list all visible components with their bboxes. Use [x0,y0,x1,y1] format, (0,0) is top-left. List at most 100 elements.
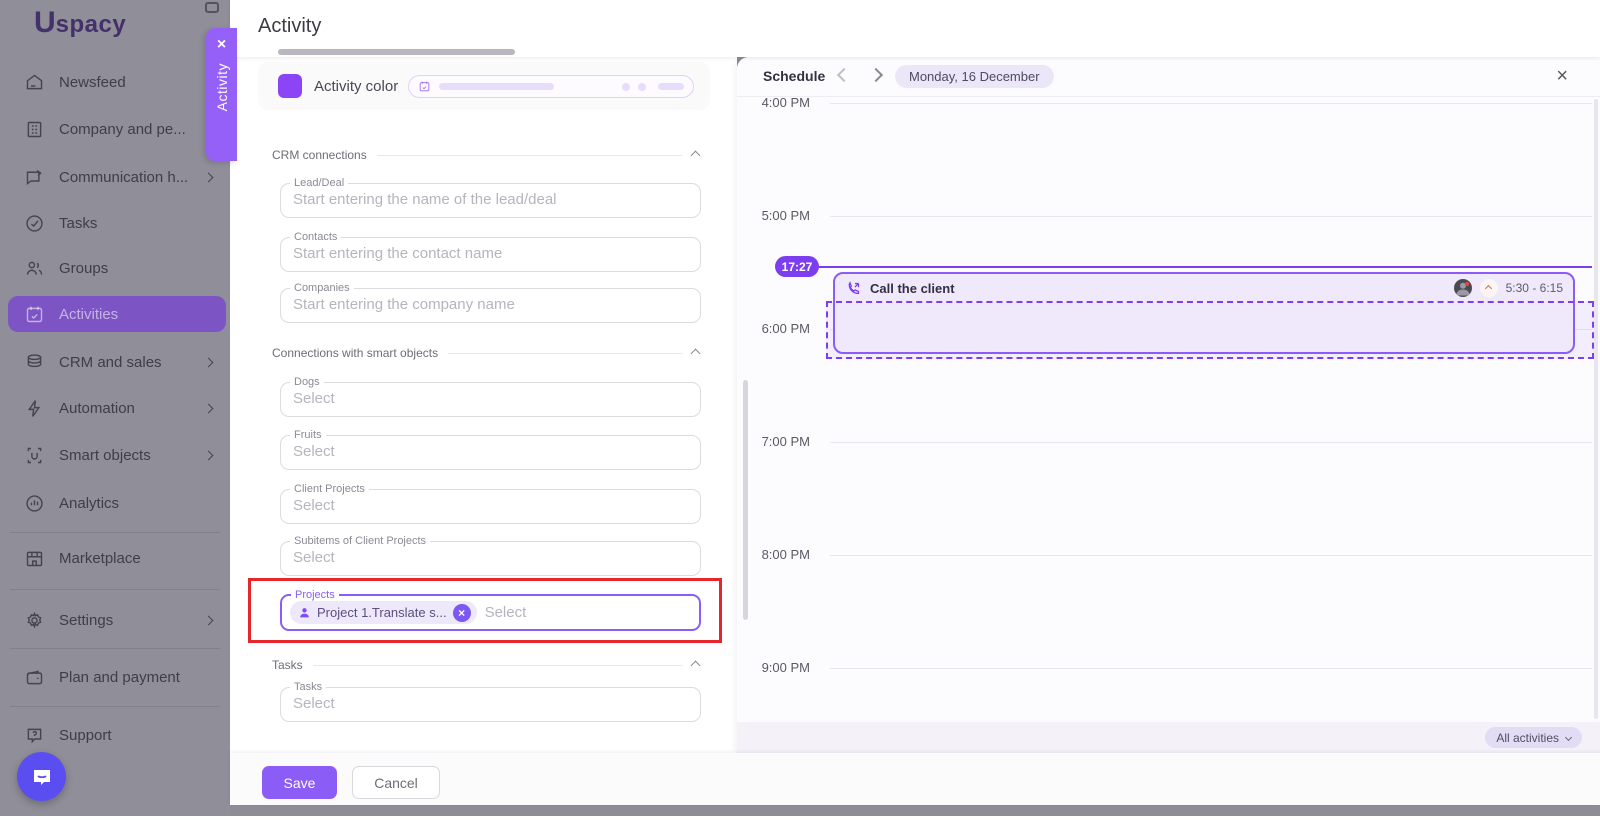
tasks-section: Tasks [272,657,701,673]
activity-form: Activity color CRM connections Lead/Deal… [230,57,737,753]
calendar-icon [26,306,43,322]
chevron-right-icon [203,357,214,367]
gear-icon [27,611,42,629]
bolt-icon [27,399,41,417]
fruits-field[interactable]: Fruits Select [280,429,701,470]
activity-side-tab[interactable]: × Activity [206,28,237,161]
skeleton-bar [439,83,554,90]
sidebar-item-tasks[interactable]: Tasks [8,205,226,241]
date-badge[interactable]: Monday, 16 December [895,65,1054,88]
analytics-icon [26,494,43,512]
sidebar-item-label: Settings [59,611,114,629]
remove-chip-icon[interactable]: × [452,603,471,622]
activity-color-label: Activity color [314,78,399,95]
field-placeholder: Start entering the name of the lead/deal [293,191,557,208]
skeleton-bar [658,83,684,90]
sidebar-item-newsfeed[interactable]: Newsfeed [8,64,226,100]
event-call-the-client[interactable]: Call the client 5:30 - 6:15 [833,272,1575,354]
hour-gridline [830,103,1592,104]
collapse-icon[interactable] [690,348,701,358]
companies-field[interactable]: Companies Start entering the company nam… [280,282,701,323]
support-icon [27,728,42,744]
prev-day-button[interactable] [836,67,852,83]
field-label: Client Projects [290,483,369,495]
close-icon[interactable]: × [216,36,227,53]
drag-selection-outline[interactable] [826,301,1594,359]
logo-mark: U [34,6,56,39]
activity-color-picker[interactable] [408,75,694,98]
sidebar-item-analytics[interactable]: Analytics [8,485,226,521]
sidebar-item-company[interactable]: Company and pe... [8,111,226,147]
activity-color-swatch[interactable] [278,74,302,98]
skeleton-dot [638,82,646,91]
current-time-line [808,266,1592,268]
sidebar-item-groups[interactable]: Groups [8,250,226,286]
sidebar-item-label: Newsfeed [59,73,126,91]
field-label: Contacts [290,231,342,243]
close-schedule-icon[interactable]: × [1556,65,1568,87]
tasks-field[interactable]: Tasks Select [280,681,701,722]
smart-objects-section: Connections with smart objects [272,345,701,361]
sidebar-divider [10,532,220,533]
sidebar-item-support[interactable]: Support [8,717,226,753]
outgoing-call-icon [848,280,860,294]
cancel-button[interactable]: Cancel [352,766,440,799]
chevron-right-icon [203,172,214,182]
sidebar-item-label: Smart objects [59,446,151,464]
field-placeholder: Start entering the company name [293,296,515,313]
schedule-scrollbar[interactable] [1594,99,1598,719]
collapse-icon[interactable] [690,660,701,670]
comm-hub-icon [26,169,42,185]
collapse-icon[interactable] [690,150,701,160]
sidebar-item-activities[interactable]: Activities [8,296,226,332]
selected-project-chip[interactable]: Project 1.Translate s... × [290,601,477,624]
sidebar-divider [10,706,220,707]
projects-field[interactable]: Projects Project 1.Translate s... × Sele… [280,589,701,631]
sidebar-item-label: Analytics [59,494,120,512]
time-label: 6:00 PM [761,321,810,336]
field-placeholder: Select [293,443,335,460]
next-day-button[interactable] [868,67,884,83]
lead-deal-field[interactable]: Lead/Deal Start entering the name of the… [280,177,701,218]
sidebar-item-settings[interactable]: Settings [8,602,226,638]
sidebar-item-label: Groups [59,259,109,277]
activities-filter-dropdown[interactable]: All activities [1485,727,1582,748]
sidebar-item-automation[interactable]: Automation [8,390,226,426]
sidebar-item-label: Communication h... [59,168,189,186]
client-projects-field[interactable]: Client Projects Select [280,483,701,524]
field-placeholder: Select [293,497,335,514]
dogs-field[interactable]: Dogs Select [280,376,701,417]
annotation-highlight-box [248,578,722,643]
subitems-client-projects-field[interactable]: Subitems of Client Projects Select [280,535,701,576]
field-placeholder: Select [293,390,335,407]
skeleton-dot [622,82,630,91]
section-title: Tasks [272,658,303,672]
chat-icon [33,769,50,785]
sidebar-item-label: Company and pe... [59,120,186,138]
activity-color-panel: Activity color [258,62,710,110]
chevron-right-icon [203,615,214,625]
field-label: Companies [290,282,354,294]
building-icon [27,121,42,137]
chat-launcher-button[interactable] [17,752,66,801]
contacts-field[interactable]: Contacts Start entering the contact name [280,231,701,272]
event-title: Call the client [870,280,955,296]
modal-scrollbar[interactable] [743,380,748,620]
page-title: Activity [258,15,322,37]
calendar-icon [419,81,430,92]
time-label: 7:00 PM [761,434,810,449]
sidebar-item-label: Plan and payment [59,668,180,686]
sidebar-item-marketplace[interactable]: Marketplace [8,540,226,576]
sidebar-item-label: Activities [59,305,119,323]
sidebar-item-communication[interactable]: Communication h... [8,159,226,195]
horizontal-scrollbar[interactable] [278,49,515,55]
person-icon [300,608,309,618]
field-placeholder: Select [484,604,527,621]
people-icon [26,261,43,275]
sidebar-item-smart-objects[interactable]: Smart objects [8,437,226,473]
sidebar-item-plan-payment[interactable]: Plan and payment [8,659,226,695]
sidebar-item-crm[interactable]: CRM and sales [8,344,226,380]
save-button[interactable]: Save [262,766,337,799]
filter-label: All activities [1496,730,1559,745]
